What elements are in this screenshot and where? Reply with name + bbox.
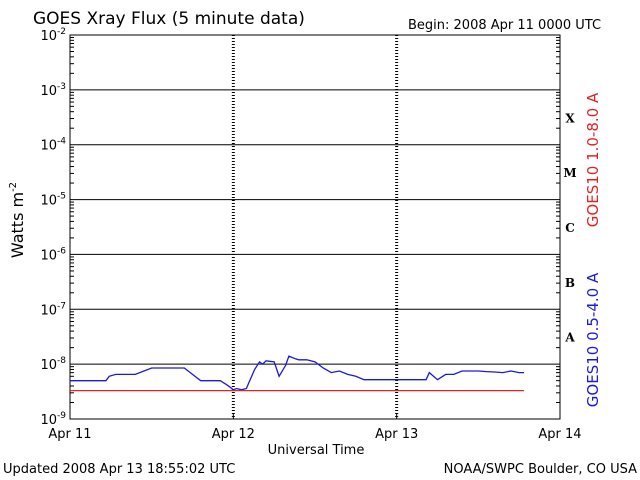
flare-class-m: M — [563, 166, 576, 180]
y-tick-exponent: -8 — [57, 356, 66, 366]
x-tick-label: Apr 12 — [212, 427, 255, 442]
y-tick-label: 10-6 — [40, 246, 66, 263]
begin-label: Begin: 2008 Apr 11 0000 UTC — [408, 18, 601, 33]
y-tick-exponent: -9 — [57, 411, 66, 421]
x-tick-label: Apr 11 — [48, 427, 91, 442]
y-axis-label-base: Watts m — [8, 192, 27, 258]
y-tick-label: 10-9 — [40, 411, 66, 428]
x-tick-label: Apr 14 — [538, 427, 581, 442]
y-axis-label: Watts m-2 — [8, 182, 27, 258]
y-tick-exponent: -4 — [57, 137, 66, 147]
y-tick-base: 10 — [40, 194, 57, 209]
series-group — [70, 355, 525, 392]
y-axis-label-exponent: -2 — [8, 182, 19, 192]
y-tick-base: 10 — [40, 29, 57, 44]
y-tick-exponent: -5 — [57, 192, 66, 202]
x-tick-label: Apr 13 — [375, 427, 418, 442]
legend-goes10-short: GOES10 0.5-4.0 A — [584, 272, 602, 407]
x-axis-label: Universal Time — [268, 443, 365, 458]
y-tick-exponent: -3 — [57, 82, 66, 92]
flare-class-b: B — [565, 276, 575, 290]
y-tick-base: 10 — [40, 248, 57, 263]
y-tick-base: 10 — [40, 413, 57, 428]
y-tick-exponent: -2 — [57, 27, 66, 37]
updated-timestamp: Updated 2008 Apr 13 18:55:02 UTC — [3, 462, 235, 477]
x-tick-labels: Apr 11 Apr 12 Apr 13 Apr 14 — [48, 413, 582, 442]
y-tick-base: 10 — [40, 139, 57, 154]
y-tick-label: 10-8 — [40, 356, 66, 373]
plot-frame — [69, 34, 561, 420]
y-tick-base: 10 — [40, 84, 57, 99]
credit-label: NOAA/SWPC Boulder, CO USA — [444, 462, 637, 477]
y-tick-exponent: -6 — [57, 246, 66, 256]
y-tick-label: 10-7 — [40, 301, 66, 318]
y-tick-base: 10 — [40, 303, 57, 318]
chart-title: GOES Xray Flux (5 minute data) — [33, 9, 305, 29]
y-tick-label: 10-4 — [40, 137, 66, 154]
y-tick-label: 10-5 — [40, 192, 66, 209]
y-tick-label: 10-3 — [40, 82, 66, 99]
y-tick-exponent: -7 — [57, 301, 66, 311]
flare-class-labels: X M C B A — [563, 111, 576, 344]
y-tick-label: 10-2 — [40, 27, 66, 44]
flare-class-a: A — [564, 331, 575, 345]
flare-class-x: X — [565, 111, 575, 125]
legend-goes10-long: GOES10 1.0-8.0 A — [584, 92, 602, 227]
y-tick-labels: 10-210-310-410-510-610-710-810-9 — [40, 27, 66, 428]
flare-class-c: C — [565, 221, 575, 235]
y-tick-base: 10 — [40, 358, 57, 373]
gridlines — [70, 35, 560, 419]
series-line-goes10-short — [70, 355, 525, 391]
